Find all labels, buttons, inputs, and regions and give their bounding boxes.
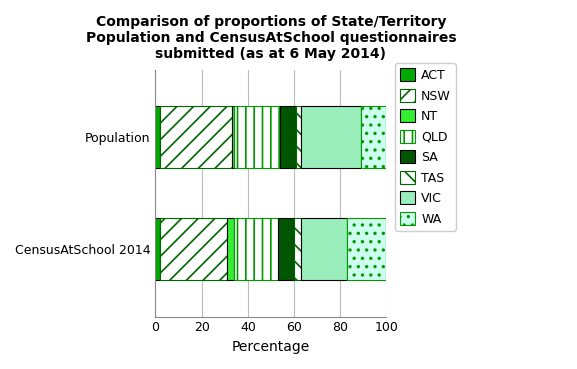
Bar [155, 218, 160, 280]
Bar [227, 218, 234, 280]
Bar [155, 106, 160, 168]
Bar [294, 218, 301, 280]
Bar [160, 106, 232, 168]
Bar [347, 218, 387, 280]
Bar [301, 106, 361, 168]
Bar [278, 218, 294, 280]
Bar [234, 106, 280, 168]
Bar [301, 218, 347, 280]
Title: Comparison of proportions of State/Territory
Population and CensusAtSchool quest: Comparison of proportions of State/Terri… [85, 15, 456, 61]
Bar [361, 106, 387, 168]
Bar [160, 218, 227, 280]
Bar [280, 106, 297, 168]
Bar [234, 218, 278, 280]
Legend: ACT, NSW, NT, QLD, SA, TAS, VIC, WA: ACT, NSW, NT, QLD, SA, TAS, VIC, WA [395, 63, 456, 231]
X-axis label: Percentage: Percentage [232, 340, 310, 354]
Bar [297, 106, 301, 168]
Bar [232, 106, 234, 168]
